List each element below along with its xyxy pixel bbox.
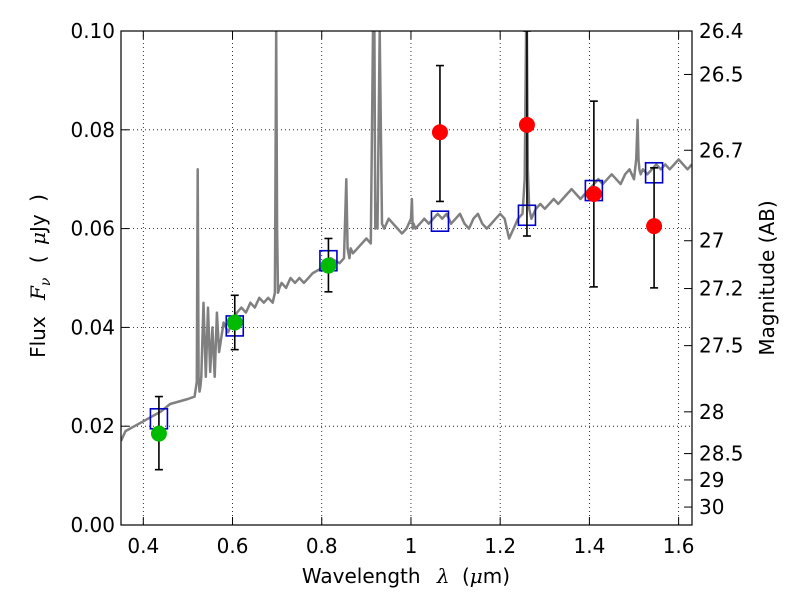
x-axis-unit-rest: m) xyxy=(483,564,510,588)
y-axis-flux-subscript: ν xyxy=(38,277,54,286)
upper-point xyxy=(585,186,602,203)
magnitude-axis-ticks: 26.4 26.5 26.7 27 27.2 27.5 28 28.529 30 xyxy=(684,19,744,519)
x-axis-label-prefix: Wavelength xyxy=(302,564,421,588)
detection-point xyxy=(150,425,167,442)
x-axis-unit-open: ( xyxy=(462,564,470,588)
model-box-marker xyxy=(430,210,450,232)
x-axis-label: Wavelength λ (μm) xyxy=(302,564,510,588)
y-tick-label: 0.02 xyxy=(70,414,115,438)
magnitude-axis-label: Magnitude (AB) xyxy=(755,200,779,355)
upper-point xyxy=(518,116,535,133)
y-axis-label-prefix: Flux xyxy=(26,316,50,358)
x-axis-lambda-symbol: λ xyxy=(436,564,450,588)
x-tick-label: 0.4 xyxy=(127,534,159,558)
y-tick-label: 0.06 xyxy=(70,217,115,241)
y-axis-unit-mu: μ xyxy=(26,232,50,245)
magnitude-tick-label: 28 xyxy=(699,400,724,424)
y-axis-label: Flux Fν ( μJy ) xyxy=(26,194,55,358)
x-tick-label: 1 xyxy=(405,534,418,558)
x-tick-label: 1.6 xyxy=(663,534,695,558)
magnitude-tick-label: 26.4 xyxy=(699,19,744,43)
y-tick-label: 0.10 xyxy=(70,19,115,43)
upper-point xyxy=(431,124,448,141)
x-tick-label: 0.8 xyxy=(306,534,338,558)
x-tick-label: 1.2 xyxy=(484,534,516,558)
x-tick-label: 1.4 xyxy=(573,534,605,558)
magnitude-tick-label: 26.7 xyxy=(699,138,744,162)
y-axis-unit-rest: Jy xyxy=(26,214,50,234)
y-axis-unit-close: ) xyxy=(26,194,50,202)
y-axis-unit-open: ( xyxy=(26,255,50,263)
x-axis-ticks: 0.4 0.6 0.8 1 1.2 1.4 1.6 xyxy=(127,31,695,558)
magnitude-tick-label: 29 xyxy=(699,468,724,492)
upper-point xyxy=(646,218,663,235)
detection-point xyxy=(320,257,337,274)
magnitude-tick-label: 27 xyxy=(699,229,724,253)
y-tick-label: 0.08 xyxy=(70,118,115,142)
magnitude-tick-label: 27.2 xyxy=(699,277,744,301)
y-axis-flux-symbol: F xyxy=(26,285,50,301)
magnitude-tick-label: 28.5 xyxy=(699,442,744,466)
magnitude-tick-label: 30 xyxy=(699,495,724,519)
plot-frame xyxy=(120,30,693,526)
magnitude-tick-label: 27.5 xyxy=(699,334,744,358)
detection-point xyxy=(226,314,243,331)
y-tick-label: 0.00 xyxy=(70,513,115,537)
magnitude-tick-label: 26.5 xyxy=(699,62,744,86)
y-axis-ticks: 0.00 0.02 0.04 0.06 0.08 0.10 xyxy=(70,19,129,537)
x-tick-label: 0.6 xyxy=(217,534,249,558)
y-tick-label: 0.04 xyxy=(70,315,115,339)
plot-area xyxy=(121,31,692,471)
photometry-points xyxy=(150,116,663,442)
x-axis-unit-mu: μ xyxy=(470,564,483,588)
